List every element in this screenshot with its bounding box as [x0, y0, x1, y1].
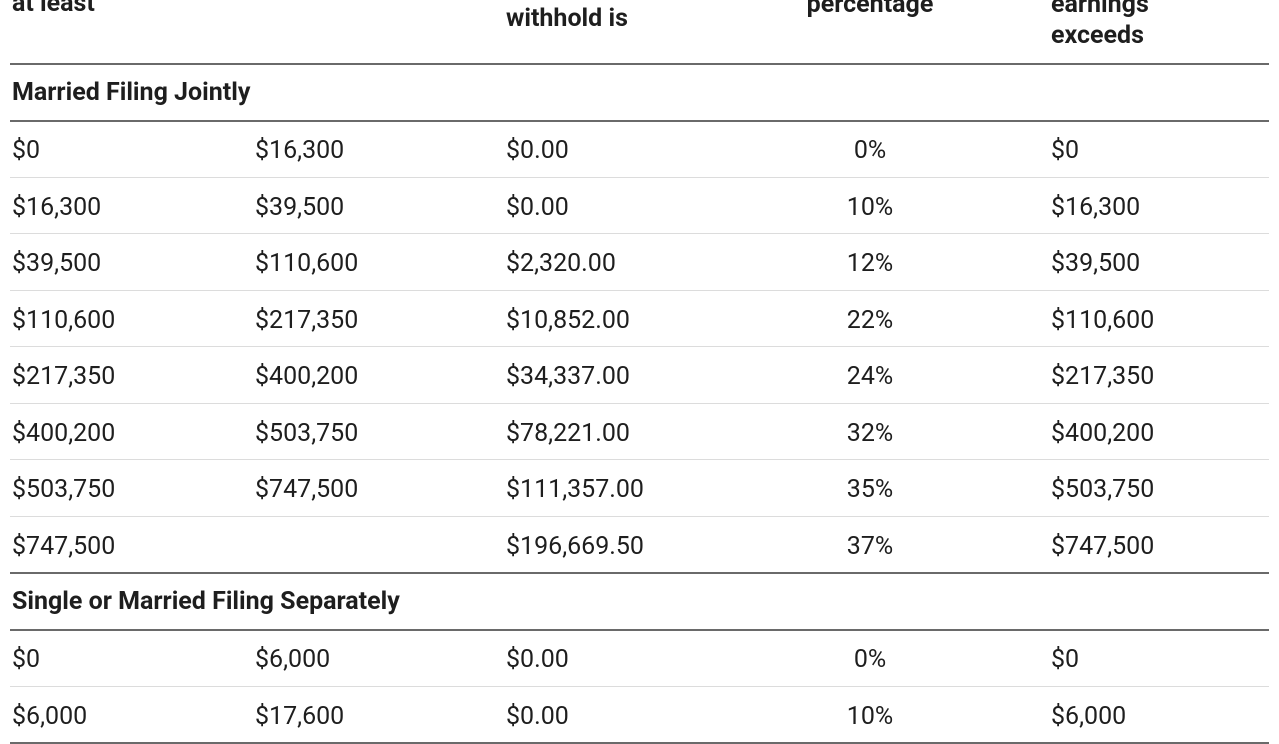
cell: $0 — [12, 136, 41, 165]
cell: 0% — [853, 645, 887, 674]
cell: 24% — [846, 362, 894, 391]
cell: $400,200 — [255, 362, 359, 391]
cell: $39,500 — [12, 249, 102, 278]
cell: $0.00 — [506, 701, 569, 731]
row-divider — [10, 459, 1269, 460]
cell: $111,357.00 — [506, 475, 644, 504]
cell: $16,300 — [1051, 192, 1141, 222]
cell: $503,750 — [1051, 475, 1155, 504]
cell: $0.00 — [506, 136, 569, 165]
cell: $747,500 — [12, 531, 116, 561]
cell: $503,750 — [12, 475, 116, 504]
row-divider — [10, 233, 1269, 234]
header-label: at least — [12, 0, 95, 18]
header-label: withhold is — [506, 4, 628, 33]
cell: $110,600 — [255, 249, 359, 278]
section-title: Single or Married Filing Separately — [12, 587, 400, 616]
cell: 22% — [846, 305, 894, 335]
cell: $6,000 — [255, 645, 331, 674]
cell: 12% — [846, 249, 894, 278]
page: at least withhold is percentage earnings exc… — [10, 0, 1269, 744]
row-divider — [10, 289, 1269, 291]
cell: 10% — [846, 701, 894, 731]
cell: 35% — [846, 475, 894, 504]
cell: $110,600 — [12, 305, 116, 335]
cell: $0.00 — [506, 192, 569, 222]
row-divider — [10, 346, 1269, 347]
cell: $400,200 — [12, 418, 116, 448]
divider — [10, 629, 1269, 631]
row-divider — [10, 572, 1269, 574]
cell: $217,350 — [1051, 362, 1155, 391]
header-label: earnings — [1051, 0, 1149, 19]
cell: 37% — [846, 531, 894, 561]
divider — [10, 120, 1269, 122]
cell: $2,320.00 — [506, 249, 616, 278]
header-label: percentage — [806, 0, 934, 19]
cell: $747,500 — [1051, 531, 1155, 561]
row-divider — [10, 685, 1269, 687]
cell: $503,750 — [255, 418, 359, 448]
header-label: exceeds — [1051, 21, 1144, 50]
cell: 32% — [846, 418, 894, 448]
cell: $110,600 — [1051, 305, 1155, 335]
cell: $400,200 — [1051, 418, 1155, 448]
cell: $6,000 — [12, 701, 88, 731]
cell: $34,337.00 — [506, 362, 630, 391]
cell: $0.00 — [506, 645, 569, 674]
cell: 10% — [846, 192, 894, 222]
cell: $0 — [1051, 645, 1080, 674]
cell: $17,600 — [255, 701, 345, 731]
cell: $39,500 — [255, 192, 345, 222]
cell: $10,852.00 — [506, 305, 630, 335]
cell: $217,350 — [12, 362, 116, 391]
divider — [10, 63, 1269, 65]
cell: $196,669.50 — [506, 531, 644, 561]
cell: $39,500 — [1051, 249, 1141, 278]
row-divider — [10, 176, 1269, 178]
cell: $217,350 — [255, 305, 359, 335]
row-divider — [10, 402, 1269, 404]
cell: $16,300 — [255, 136, 345, 165]
cell: 0% — [853, 136, 887, 165]
cell: $747,500 — [255, 475, 359, 504]
row-divider — [10, 515, 1269, 517]
section-title: Married Filing Jointly — [12, 78, 251, 107]
cell: $0 — [12, 645, 41, 674]
cell: $16,300 — [12, 192, 102, 222]
cell: $78,221.00 — [506, 418, 630, 448]
cell: $6,000 — [1051, 701, 1127, 731]
cell: $0 — [1051, 136, 1080, 165]
